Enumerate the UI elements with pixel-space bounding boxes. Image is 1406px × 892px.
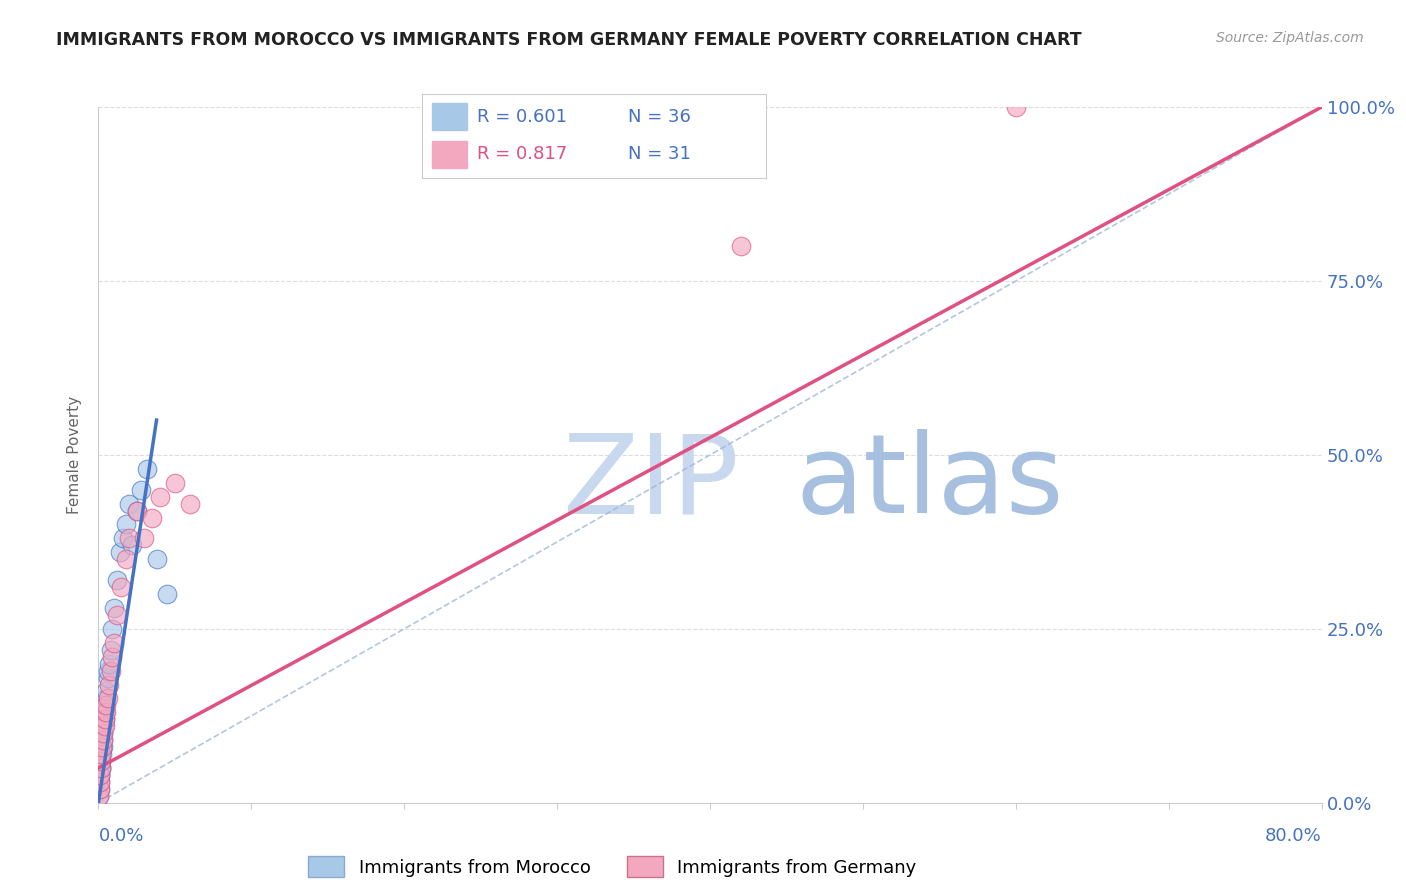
Text: IMMIGRANTS FROM MOROCCO VS IMMIGRANTS FROM GERMANY FEMALE POVERTY CORRELATION CH: IMMIGRANTS FROM MOROCCO VS IMMIGRANTS FR… (56, 31, 1081, 49)
Point (91, 740, 114, 755)
Point (97, 671, 120, 685)
Point (125, 503, 148, 517)
Point (89, 775, 111, 789)
Point (89, 768, 111, 782)
Point (93, 712, 115, 726)
Point (97, 691, 120, 706)
Point (98, 677, 121, 691)
Point (115, 517, 138, 532)
Point (121, 538, 143, 552)
Text: 0.0%: 0.0% (98, 827, 143, 845)
Point (101, 622, 124, 636)
Legend: Immigrants from Morocco, Immigrants from Germany: Immigrants from Morocco, Immigrants from… (301, 849, 924, 884)
Point (91, 740, 114, 755)
Point (110, 580, 132, 594)
Point (145, 552, 167, 566)
Text: ZIP: ZIP (564, 429, 740, 536)
Point (118, 532, 141, 546)
Point (103, 636, 125, 650)
Point (125, 503, 148, 517)
Point (105, 607, 128, 622)
Point (93, 698, 115, 713)
Point (89, 768, 111, 782)
Text: 80.0%: 80.0% (1265, 827, 1322, 845)
Point (1004, 100, 1026, 114)
Bar (432, 141, 467, 169)
Y-axis label: Female Poverty: Female Poverty (67, 396, 83, 514)
Point (94, 706, 117, 720)
Point (730, 239, 752, 253)
Point (111, 532, 134, 546)
Point (91, 740, 114, 755)
Point (90, 747, 112, 761)
Text: N = 31: N = 31 (628, 145, 692, 163)
Point (93, 719, 115, 733)
Point (134, 532, 156, 546)
Point (90, 754, 112, 768)
Bar (432, 103, 467, 130)
Point (101, 649, 124, 664)
Point (105, 573, 128, 587)
Text: Source: ZipAtlas.com: Source: ZipAtlas.com (1216, 31, 1364, 45)
Point (100, 642, 122, 657)
Point (156, 587, 179, 601)
Point (149, 490, 172, 504)
Point (103, 601, 125, 615)
Point (118, 497, 141, 511)
Point (90, 754, 112, 768)
Point (115, 552, 138, 566)
Point (90, 761, 112, 775)
Point (90, 761, 112, 775)
Point (90, 747, 112, 761)
Point (89, 775, 111, 789)
Point (90, 761, 112, 775)
Point (163, 475, 186, 490)
Point (89, 789, 111, 803)
Point (98, 657, 121, 671)
Point (108, 545, 131, 559)
Point (89, 781, 111, 796)
Text: R = 0.817: R = 0.817 (477, 145, 567, 163)
Point (94, 691, 117, 706)
Text: N = 36: N = 36 (628, 108, 692, 126)
Text: atlas: atlas (796, 429, 1064, 536)
Point (91, 726, 114, 740)
Point (129, 483, 152, 497)
Point (89, 768, 111, 782)
Point (94, 684, 117, 698)
Point (89, 781, 111, 796)
Point (93, 706, 115, 720)
Point (91, 733, 114, 747)
Point (91, 733, 114, 747)
Point (89, 789, 111, 803)
Point (93, 719, 115, 733)
Point (136, 462, 159, 476)
Point (97, 664, 120, 678)
Point (91, 726, 114, 740)
Point (141, 510, 163, 524)
Point (100, 664, 122, 678)
Point (93, 712, 115, 726)
Text: R = 0.601: R = 0.601 (477, 108, 567, 126)
Point (179, 497, 201, 511)
Point (94, 698, 117, 713)
